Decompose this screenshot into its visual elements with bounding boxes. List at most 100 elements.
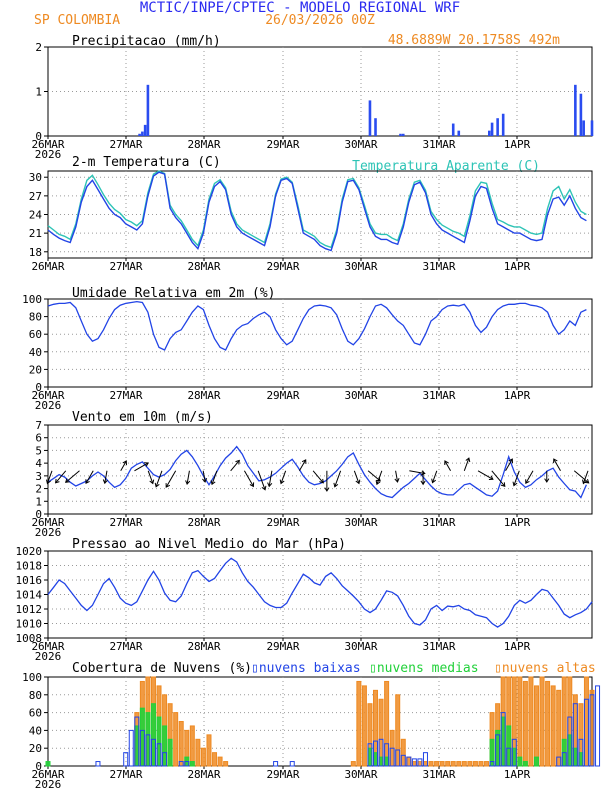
x-tick-label: 27MAR — [109, 138, 142, 151]
wind-arrow-head — [144, 462, 149, 467]
precip-bar — [501, 113, 505, 136]
y-tick-label: 1018 — [16, 560, 43, 573]
mid-cloud-bar — [134, 725, 140, 767]
header-location: SP COLOMBIA — [34, 13, 120, 28]
x-tick-label: 28MAR — [187, 640, 220, 653]
x-tick-label: 30MAR — [344, 640, 377, 653]
high-cloud-bar — [395, 694, 401, 767]
mid-cloud-bar — [367, 747, 373, 767]
y-tick-label: 30 — [29, 171, 42, 184]
y-tick-label: 60 — [29, 328, 42, 341]
y-tick-label: 20 — [29, 363, 42, 376]
x-tick-label: 28MAR — [187, 768, 220, 781]
wind-title: Vento em 10m (m/s) — [72, 410, 213, 425]
x-tick-label: 29MAR — [266, 768, 299, 781]
precip-bar — [574, 84, 577, 136]
low-cloud-bar — [561, 752, 567, 767]
humidity-line — [47, 300, 587, 351]
wind-arrow-head — [235, 459, 240, 465]
x-tick-label: 30MAR — [344, 768, 377, 781]
wind-arrow-head — [64, 478, 70, 483]
wind-arrow — [147, 470, 154, 484]
mid-cloud-bar — [145, 712, 151, 767]
precip-bar — [399, 133, 402, 136]
wind-arrow-head — [582, 479, 587, 485]
mid-cloud-bar — [189, 761, 195, 767]
high-cloud-bar — [445, 761, 451, 767]
mid-cloud-bar — [156, 716, 162, 767]
wind-arrow — [376, 470, 383, 485]
low-cloud-bar — [178, 761, 184, 767]
y-tick-label: 6 — [35, 432, 42, 445]
wind-arrow — [257, 470, 266, 490]
high-cloud-bar — [411, 761, 417, 767]
wind-arrow-head — [202, 478, 208, 483]
high-cloud-bar — [400, 738, 406, 767]
wind-arrow-head — [149, 479, 155, 485]
wind-arrow — [353, 470, 360, 484]
wind-arrow — [409, 470, 425, 474]
y-tick-label: 60 — [29, 707, 42, 720]
x-tick-label: 29MAR — [266, 389, 299, 402]
high-cloud-bar — [517, 676, 523, 767]
mid-cloud-bar — [567, 734, 573, 767]
wind-arrow — [463, 457, 470, 471]
wind-arrow-head — [249, 482, 255, 488]
x-tick-label: 31MAR — [422, 260, 455, 273]
pressure-title: Pressao ao Nivel Medio do Mar (hPa) — [72, 537, 346, 552]
x-tick-label: 27MAR — [109, 260, 142, 273]
x-tick-label: 28MAR — [187, 389, 220, 402]
x-tick-label: 31MAR — [422, 389, 455, 402]
y-tick-label: 80 — [29, 689, 42, 702]
mid-cloud-bar — [384, 756, 390, 767]
x-tick-label: 26MAR — [31, 138, 64, 151]
x-tick-label: 27MAR — [109, 768, 142, 781]
low-cloud-bar — [595, 685, 601, 767]
wind-arrow-head — [420, 480, 426, 486]
low-cloud-bar — [378, 738, 384, 767]
mid-cloud-bar — [45, 761, 51, 767]
low-cloud-bar — [511, 738, 517, 767]
low-cloud-bar — [273, 761, 279, 767]
high-cloud-bar — [378, 698, 384, 767]
precip-bar — [143, 124, 147, 136]
wind-arrow — [505, 458, 513, 472]
y-tick-label: 40 — [29, 724, 42, 737]
x-tick-label: 26MAR — [31, 640, 64, 653]
low-cloud-bar — [389, 747, 395, 767]
wind-arrow-head — [122, 460, 127, 466]
high-cloud-bar — [478, 761, 484, 767]
high-cloud-bar — [528, 676, 534, 767]
wind-arrow-head — [488, 475, 494, 480]
mid-cloud-bar — [495, 729, 501, 767]
legend-mid-clouds: ▯nuvens medias — [369, 661, 479, 676]
y-tick-label: 4 — [35, 457, 42, 470]
x-year-label: 2026 — [35, 148, 62, 161]
wind-arrow-head — [553, 458, 558, 464]
high-cloud-bar — [484, 761, 490, 767]
wind-arrow — [525, 470, 534, 484]
x-tick-label: 26MAR — [31, 389, 64, 402]
low-cloud-bar — [367, 743, 373, 767]
wind-arrow-head — [508, 458, 513, 464]
low-cloud-bar — [128, 729, 134, 767]
high-cloud-bar — [439, 761, 445, 767]
high-cloud-bar — [461, 761, 467, 767]
precip-bar — [374, 118, 377, 136]
low-cloud-bar — [123, 752, 129, 767]
x-tick-label: 30MAR — [344, 138, 377, 151]
wind-arrow — [395, 470, 399, 482]
x-tick-label: 29MAR — [266, 138, 299, 151]
wind-arrow — [165, 470, 177, 488]
high-cloud-bar — [173, 712, 179, 767]
high-cloud-bar — [195, 738, 201, 767]
high-cloud-bar — [428, 761, 434, 767]
x-year-label: 2026 — [35, 526, 62, 539]
high-cloud-bar — [422, 761, 428, 767]
x-tick-label: 29MAR — [266, 640, 299, 653]
wind-arrow — [268, 470, 273, 487]
wind-arrow-head — [394, 478, 400, 483]
wind-arrow-head — [525, 479, 530, 484]
wind-arrow-head — [165, 483, 171, 488]
